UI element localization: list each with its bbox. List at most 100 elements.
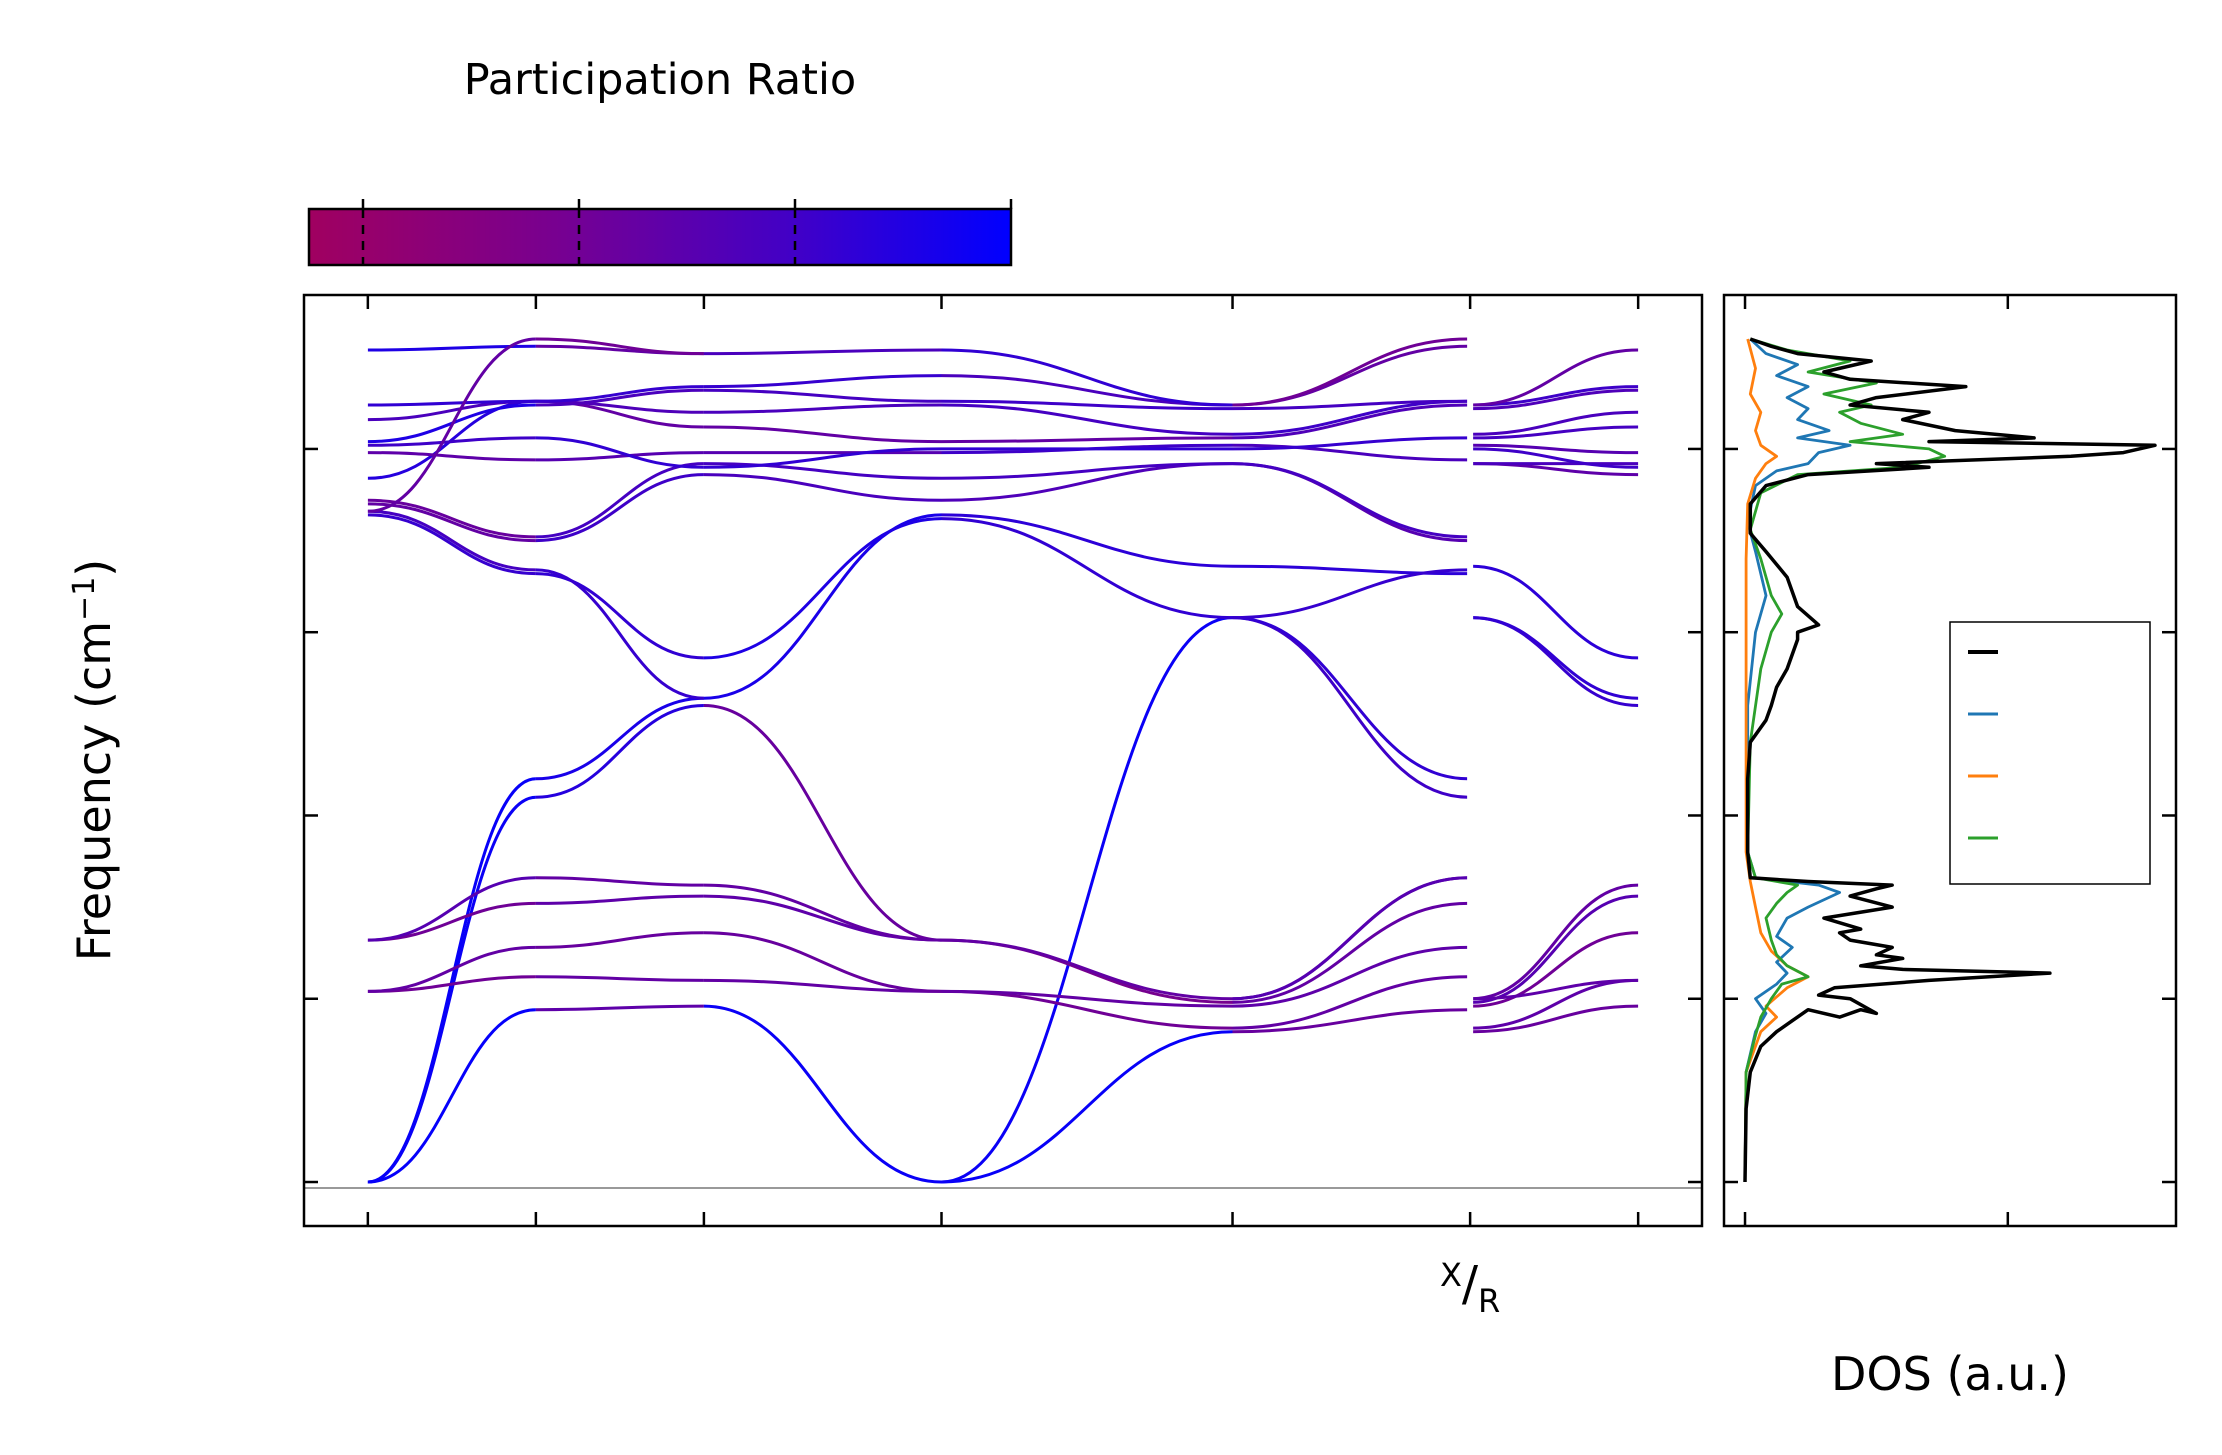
phonon-band [535,337,704,356]
phonon-band [367,513,536,576]
phonon-band [941,616,1233,1184]
phonon-band [367,876,536,942]
phonon-band [941,989,1233,1008]
phonon-band [535,399,704,414]
phonon-band [1472,931,1639,1008]
dos-line-total [1743,337,2157,1183]
phonon-band [703,388,942,403]
phonon-band [941,513,1233,568]
phonon-band [1232,462,1469,543]
phonon-band [941,938,1233,1001]
phonon-band [1472,443,1639,455]
phonon-band [703,931,942,993]
phonon-band [535,876,704,887]
phonon-band [535,704,704,799]
phonon-band [1472,978,1639,1001]
phonon-band [1232,901,1469,1004]
phonon-band [1472,883,1639,1001]
k-path-ticks: X/R [366,295,1640,1320]
dos-y-ticks [1724,447,2176,1184]
phonon-band [535,436,704,469]
phonon-band [1232,568,1469,620]
phonon-band [1232,399,1469,411]
phonon-band [703,513,942,700]
dos-x-ticks [1743,295,2010,1226]
phonon-band [941,403,1233,436]
phonon-band [941,462,1233,480]
dos-x-axis-label: DOS (a.u.) [1831,1347,2069,1401]
phonon-band [367,399,536,407]
phonon-band [703,978,942,993]
phonon-band [703,403,942,414]
y-axis-label-end: ) [67,559,121,577]
phonon-band [941,348,1233,407]
k-point-label-combined: X/R [1440,1256,1500,1320]
phonon-band [1232,337,1469,407]
phonon-band [1472,388,1639,411]
phonon-band [367,337,536,513]
phonon-band [1232,616,1469,781]
phonon-band [1472,447,1639,469]
phonon-band [367,777,537,1184]
dispersion-frame [302,293,1704,1228]
phonon-band [941,399,1233,411]
colorbar-ticks [361,199,1013,265]
dos-series [1743,337,2157,1183]
phonon-band [1472,348,1639,407]
y-axis-ticks [304,447,1702,1184]
path-break-gap [1467,297,1474,1181]
phonon-band [703,348,942,356]
colorbar-gradient [307,207,1013,267]
dispersion-plot: X/R Frequency (cm−1) [67,293,1704,1320]
phonon-band [367,436,536,447]
phonon-band [1232,403,1469,440]
phonon-band [1232,975,1469,1030]
phonon-band [1472,410,1639,436]
phonon-band [703,704,942,942]
phonon-band [535,572,704,660]
phonon-band [703,883,942,942]
phonon-band [1232,344,1469,407]
phonon-band [1472,894,1639,1004]
y-axis-label-sup: −1 [67,577,102,621]
phonon-band [535,388,704,407]
k-point-label-lower: R [1478,1282,1500,1320]
dos-line-zn [1743,337,1852,1183]
y-axis-label-main: Frequency (cm [67,621,121,961]
phonon-band [535,931,704,949]
colorbar-title: Participation Ratio [464,55,857,105]
phonon-band [703,462,942,480]
k-point-label-upper: X [1440,1256,1462,1294]
phonon-band [703,425,942,444]
phonon-band [367,945,536,993]
dos-plot: DOS (a.u.) [1722,293,2178,1401]
phonon-band [1472,616,1639,700]
phonon-band [367,399,536,480]
phonon-band [1472,425,1639,440]
phonon-band [535,462,704,539]
phonon-band [535,975,704,982]
dispersion-bands [367,297,1639,1184]
phonon-band [1232,443,1469,462]
phonon-band [367,509,536,572]
phonon-band [1232,616,1469,799]
phonon-band [703,374,942,389]
phonon-band [535,385,704,403]
phonon-band [535,568,704,700]
phonon-band [367,498,536,539]
phonon-band [703,1004,942,1184]
phonon-band [367,1008,536,1184]
phonon-band [1232,876,1469,1001]
y-axis-label: Frequency (cm−1) [67,559,121,962]
phonon-band [1472,1004,1639,1034]
phonon-band [535,1004,704,1012]
phonon-band [1472,616,1639,707]
phonon-band [1232,1008,1469,1034]
phonon-band [535,894,704,905]
phonon-band [703,473,942,502]
phonon-band [367,451,536,462]
legend-box [1949,621,2151,885]
phonon-band [1232,945,1469,1008]
phonon-band [941,436,1233,444]
